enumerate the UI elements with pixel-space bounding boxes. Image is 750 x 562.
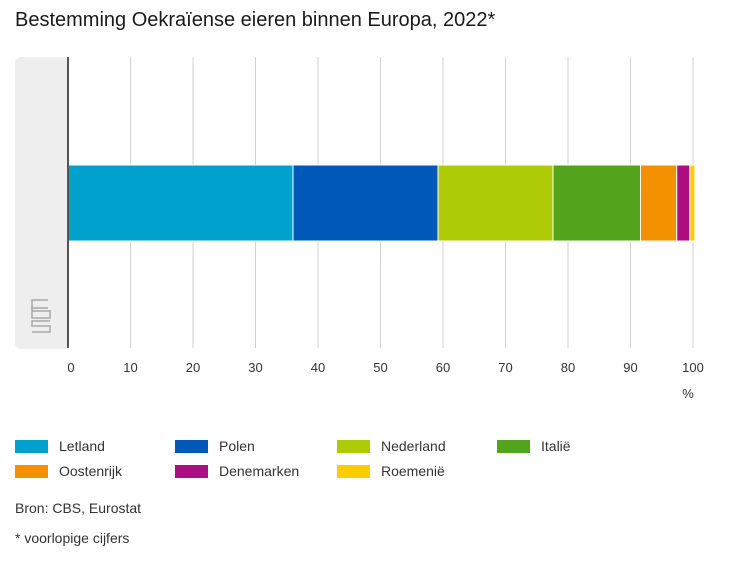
x-tick-label: 90 bbox=[623, 360, 637, 375]
legend-item: Oostenrijk bbox=[15, 461, 122, 481]
x-axis-unit-label: % bbox=[682, 386, 694, 401]
x-tick-label: 70 bbox=[498, 360, 512, 375]
bar-segment: Roemenië: 0.8 bbox=[689, 164, 696, 242]
legend-item: Denemarken bbox=[175, 461, 299, 481]
x-tick-label: 0 bbox=[67, 360, 74, 375]
bar-segment: Nederland: 18.4 bbox=[437, 164, 554, 242]
legend-item: Roemenië bbox=[337, 461, 445, 481]
x-tick-label: 20 bbox=[186, 360, 200, 375]
bar-segment: Denemarken: 2.1 bbox=[676, 164, 691, 242]
x-tick-label: 30 bbox=[248, 360, 262, 375]
legend-swatch bbox=[175, 439, 208, 453]
legend-swatch bbox=[15, 464, 48, 478]
legend-item: Nederland bbox=[337, 436, 446, 456]
bar-segments: Letland: 36Polen: 23.2Nederland: 18.4Ita… bbox=[67, 164, 696, 242]
legend-item: Italië bbox=[497, 436, 571, 456]
legend-label: Letland bbox=[59, 438, 105, 454]
footnote: * voorlopige cijfers bbox=[15, 530, 130, 546]
bar-segment: Italië: 14 bbox=[552, 164, 641, 242]
bar-segment: Polen: 23.2 bbox=[292, 164, 439, 242]
source-note: Bron: CBS, Eurostat bbox=[15, 500, 142, 516]
stacked-bar-chart: Letland: 36Polen: 23.2Nederland: 18.4Ita… bbox=[67, 57, 704, 401]
x-tick-label: 10 bbox=[123, 360, 137, 375]
legend-label: Roemenië bbox=[381, 463, 445, 479]
legend-label: Denemarken bbox=[219, 463, 300, 479]
legend-item: Letland bbox=[15, 436, 105, 456]
x-tick-label: 50 bbox=[373, 360, 387, 375]
legend-label: Nederland bbox=[381, 438, 446, 454]
cbs-logo-icon bbox=[31, 299, 51, 333]
x-tick-label: 80 bbox=[561, 360, 575, 375]
legend-label: Polen bbox=[219, 438, 255, 454]
x-tick-label: 60 bbox=[436, 360, 450, 375]
x-tick-label: 40 bbox=[311, 360, 325, 375]
legend-label: Oostenrijk bbox=[59, 463, 123, 479]
legend-swatch bbox=[15, 439, 48, 453]
bar-segment: Letland: 36 bbox=[67, 164, 294, 242]
bar-segment: Oostenrijk: 5.8 bbox=[640, 164, 678, 242]
legend-swatch bbox=[175, 464, 208, 478]
legend-label: Italië bbox=[541, 438, 571, 454]
chart-title: Bestemming Oekraïense eieren binnen Euro… bbox=[15, 9, 496, 31]
legend-swatch bbox=[337, 439, 370, 453]
legend: Letland Polen Nederland Italië Oostenrijk Den… bbox=[15, 436, 735, 486]
legend-item: Polen bbox=[175, 436, 255, 456]
legend-swatch bbox=[497, 439, 530, 453]
x-tick-label: 100 bbox=[682, 360, 704, 375]
x-tick-labels: 0 10 20 30 40 50 60 70 80 90 100 bbox=[67, 360, 703, 375]
legend-swatch bbox=[337, 464, 370, 478]
